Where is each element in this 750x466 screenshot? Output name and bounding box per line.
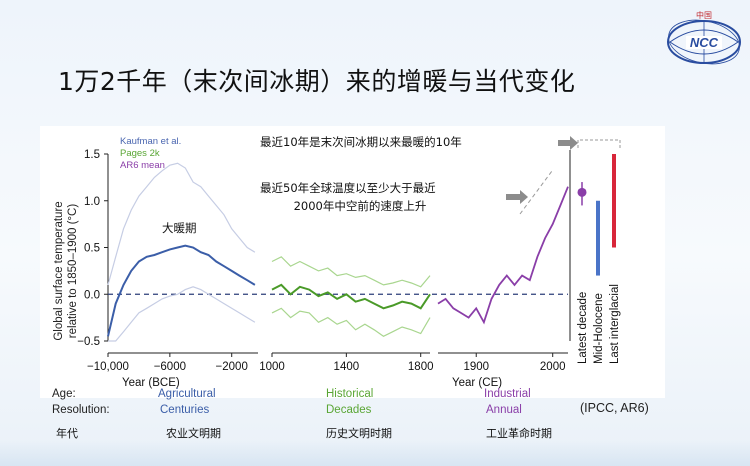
res-centuries: Centuries xyxy=(160,404,210,416)
legend-kaufman: Kaufman et al. xyxy=(120,136,181,147)
bottom-decoration xyxy=(0,440,750,466)
era-agricultural: Agricultural xyxy=(158,388,216,400)
bar-2 xyxy=(612,154,616,248)
ncc-logo: NCC 中国 xyxy=(664,8,744,68)
cn-agricultural: 农业文明期 xyxy=(166,427,221,440)
era-industrial: Industrial xyxy=(484,388,531,400)
source-citation: (IPCC, AR6) xyxy=(580,401,649,415)
pages2k-lower xyxy=(271,307,431,337)
x-axis-label: Year (BCE) xyxy=(122,377,180,389)
y-tick-label: 1.5 xyxy=(84,149,100,161)
rate-note-line2: 2000年中空前的速度上升 xyxy=(294,199,427,213)
chart-svg: Global surface temperature relative to 1… xyxy=(53,135,621,389)
resolution-label: Resolution: xyxy=(52,404,110,416)
x-tick-label: 1900 xyxy=(463,361,489,373)
legend-ar6: AR6 mean xyxy=(120,160,165,171)
slide-title: 1万2千年（末次间冰期）来的增暖与当代变化 xyxy=(58,67,576,96)
rate-note-line1: 最近50年全球温度以至少大于最近 xyxy=(260,181,436,195)
logo-text: 中国 xyxy=(696,10,712,20)
legend-pages2k: Pages 2k xyxy=(120,148,160,159)
arrow-last-decade xyxy=(558,136,578,150)
pages2k-upper xyxy=(271,256,431,288)
x-tick-label: 1000 xyxy=(259,361,285,373)
cn-era-label: 年代 xyxy=(56,427,78,440)
y-tick-label: −0.5 xyxy=(77,336,100,348)
ncc-logo-icon: NCC 中国 xyxy=(667,10,741,65)
res-decades: Decades xyxy=(326,404,372,416)
bar-label-1: Mid-Holocene xyxy=(593,293,605,364)
ylabel-line1: Global surface temperature xyxy=(53,201,65,340)
logo-brand: NCC xyxy=(690,35,719,50)
y-tick-label: 0.5 xyxy=(84,243,100,255)
era-historical: Historical xyxy=(326,388,374,400)
x-tick-label: 2000 xyxy=(540,361,566,373)
res-annual: Annual xyxy=(486,404,522,416)
last-decade-note: 最近10年是末次间冰期以来最暖的10年 xyxy=(260,135,462,149)
bracket-dash xyxy=(577,139,621,148)
arrow-rate xyxy=(506,190,528,204)
cn-industrial: 工业革命时期 xyxy=(486,427,552,440)
axes: 1.5 1.0 0.5 0.0 −0.5 −10,000 −6000 −2000 Year (B… xyxy=(77,149,571,389)
ar6-observed xyxy=(437,186,569,325)
pages2k-mean xyxy=(271,283,431,310)
bar-marker-0 xyxy=(577,187,587,197)
x-tick-label: −2000 xyxy=(216,361,248,373)
kaufman-mean xyxy=(107,244,256,337)
x-tick-label: −6000 xyxy=(154,361,186,373)
kaufman-lower xyxy=(108,286,256,342)
y-tick-label: 1.0 xyxy=(84,196,100,208)
y-tick-label: 0.0 xyxy=(84,289,100,301)
bar-label-0: Latest decade xyxy=(577,292,589,364)
x-tick-label: −10,000 xyxy=(87,361,129,373)
ylabel-line2: relative to 1850–1900 (°C) xyxy=(67,204,79,339)
temperature-chart: Global surface temperature relative to 1… xyxy=(40,126,665,398)
warm-period-label: 大暖期 xyxy=(162,221,197,235)
cn-historical: 历史文明时期 xyxy=(326,427,392,440)
kaufman-upper xyxy=(107,162,256,286)
x-axis-label: Year (CE) xyxy=(452,377,502,389)
bar-1 xyxy=(596,200,600,276)
series: Latest decade Mid-Holocene Last interglaci… xyxy=(107,154,621,364)
x-tick-label: 1800 xyxy=(408,361,434,373)
bar-label-2: Last interglacial xyxy=(609,284,621,364)
trend-dash xyxy=(519,170,553,215)
age-label: Age: xyxy=(52,388,76,400)
x-tick-label: 1400 xyxy=(334,361,360,373)
